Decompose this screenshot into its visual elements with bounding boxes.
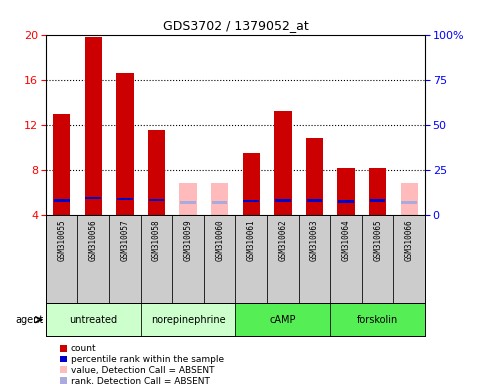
Text: GSM310063: GSM310063 — [310, 219, 319, 261]
Title: GDS3702 / 1379052_at: GDS3702 / 1379052_at — [163, 19, 308, 32]
Text: GSM310059: GSM310059 — [184, 219, 193, 261]
Bar — [274, 111, 292, 215]
Text: GSM310060: GSM310060 — [215, 219, 224, 261]
Bar — [85, 37, 102, 215]
Bar — [370, 199, 385, 202]
Bar — [401, 201, 417, 204]
Bar — [236, 303, 330, 336]
Bar — [337, 168, 355, 215]
Bar — [212, 201, 227, 204]
Text: GSM310058: GSM310058 — [152, 219, 161, 261]
Bar — [46, 303, 141, 336]
Bar — [180, 201, 196, 204]
Text: GSM310066: GSM310066 — [405, 219, 414, 261]
Bar — [117, 197, 133, 200]
Bar — [275, 199, 291, 202]
Bar — [149, 199, 164, 202]
Bar — [53, 114, 71, 215]
Bar — [141, 215, 172, 303]
Bar — [369, 168, 386, 215]
Bar — [330, 215, 362, 303]
Text: cAMP: cAMP — [270, 314, 296, 325]
Text: GSM310057: GSM310057 — [120, 219, 129, 261]
Text: GSM310065: GSM310065 — [373, 219, 382, 261]
Text: GSM310062: GSM310062 — [278, 219, 287, 261]
Bar — [211, 184, 228, 215]
Bar — [172, 215, 204, 303]
Text: GSM310055: GSM310055 — [57, 219, 66, 261]
Text: GSM310064: GSM310064 — [341, 219, 351, 261]
Legend: count, percentile rank within the sample, value, Detection Call = ABSENT, rank, : count, percentile rank within the sample… — [60, 344, 224, 384]
Bar — [109, 215, 141, 303]
Text: agent: agent — [15, 314, 43, 325]
Bar — [116, 73, 134, 215]
Text: untreated: untreated — [69, 314, 117, 325]
Bar — [242, 153, 260, 215]
Bar — [54, 199, 70, 202]
Bar — [77, 215, 109, 303]
Bar — [85, 197, 101, 199]
Text: GSM310056: GSM310056 — [89, 219, 98, 261]
Bar — [148, 131, 165, 215]
Bar — [338, 200, 354, 203]
Bar — [179, 184, 197, 215]
Bar — [267, 215, 298, 303]
Bar — [362, 215, 394, 303]
Bar — [307, 199, 322, 202]
Text: GSM310061: GSM310061 — [247, 219, 256, 261]
Bar — [394, 215, 425, 303]
Text: forskolin: forskolin — [357, 314, 398, 325]
Bar — [400, 184, 418, 215]
Bar — [46, 215, 77, 303]
Bar — [306, 138, 323, 215]
Bar — [141, 303, 236, 336]
Bar — [243, 200, 259, 202]
Bar — [330, 303, 425, 336]
Bar — [236, 215, 267, 303]
Bar — [204, 215, 236, 303]
Text: norepinephrine: norepinephrine — [151, 314, 226, 325]
Bar — [298, 215, 330, 303]
